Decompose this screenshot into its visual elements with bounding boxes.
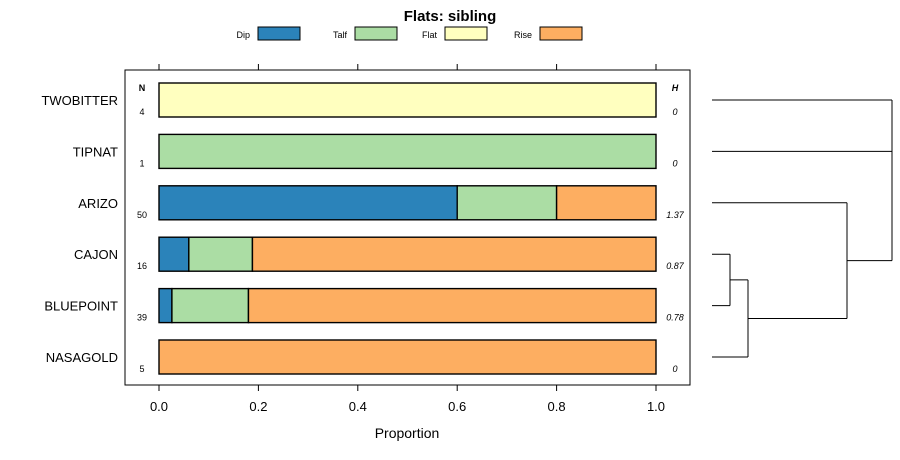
- bar-nasagold-rise: [158, 339, 657, 375]
- n-value-bluepoint: 39: [137, 313, 147, 323]
- legend: Dip Talf Flat Rise: [236, 26, 583, 41]
- category-label-nasagold: NASAGOLD: [46, 350, 118, 365]
- x-tick-label: 0.8: [548, 399, 566, 414]
- x-tick-label: 0.4: [349, 399, 367, 414]
- n-values: 4 1 50 16 39 5: [137, 107, 147, 374]
- n-column-header: N: [139, 83, 146, 93]
- h-value-bluepoint: 0.78: [666, 313, 684, 323]
- n-value-cajon: 16: [137, 261, 147, 271]
- bar-bluepoint-rise: [247, 287, 657, 324]
- bar-bluepoint-talf: [171, 287, 250, 324]
- bars: [158, 82, 657, 375]
- category-label-tipnat: TIPNAT: [73, 144, 118, 159]
- legend-label-talf: Talf: [333, 30, 348, 40]
- n-value-arizo: 50: [137, 210, 147, 220]
- plot-frame: [124, 69, 691, 386]
- n-value-tipnat: 1: [139, 158, 144, 168]
- bar-cajon-talf: [188, 236, 254, 272]
- n-value-twobitter: 4: [139, 107, 144, 117]
- x-axis-label: Proportion: [375, 425, 440, 441]
- h-column-header: H: [672, 83, 679, 93]
- h-value-cajon: 0.87: [666, 261, 685, 271]
- category-label-bluepoint: BLUEPOINT: [44, 299, 118, 314]
- bar-cajon-rise: [251, 236, 657, 272]
- h-value-arizo: 1.37: [666, 210, 685, 220]
- h-value-twobitter: 0: [672, 107, 677, 117]
- legend-label-dip: Dip: [236, 30, 250, 40]
- category-label-arizo: ARIZO: [78, 196, 118, 211]
- x-tick-label: 0.0: [150, 399, 168, 414]
- h-value-nasagold: 0: [672, 364, 677, 374]
- legend-swatch-rise: [539, 26, 583, 41]
- legend-label-rise: Rise: [514, 30, 532, 40]
- bar-twobitter-flat: [158, 82, 657, 118]
- chart-title: Flats: sibling: [404, 8, 497, 25]
- bar-arizo-rise: [555, 185, 657, 221]
- x-tick-label: 0.6: [448, 399, 466, 414]
- legend-swatch-dip: [257, 26, 301, 41]
- x-axis: 0.0 0.2 0.4 0.6 0.8 1.0: [150, 64, 665, 414]
- legend-label-flat: Flat: [422, 30, 438, 40]
- bar-tipnat-talf: [158, 133, 657, 170]
- bar-bluepoint-dip: [158, 287, 173, 324]
- h-value-tipnat: 0: [672, 158, 677, 168]
- category-label-cajon: CAJON: [74, 247, 118, 262]
- bar-arizo-dip: [158, 185, 458, 221]
- legend-swatch-talf: [354, 26, 398, 41]
- x-tick-label: 1.0: [647, 399, 665, 414]
- dendrogram: [712, 99, 893, 358]
- h-values: 0 0 1.37 0.87 0.78 0: [666, 107, 685, 374]
- category-label-twobitter: TWOBITTER: [41, 93, 118, 108]
- y-axis-labels: TWOBITTER TIPNAT ARIZO CAJON BLUEPOINT NASAGO…: [41, 93, 118, 365]
- legend-swatch-flat: [444, 26, 488, 41]
- bar-cajon-dip: [158, 236, 190, 272]
- x-tick-label: 0.2: [249, 399, 267, 414]
- bar-arizo-talf: [456, 185, 558, 221]
- n-value-nasagold: 5: [139, 364, 144, 374]
